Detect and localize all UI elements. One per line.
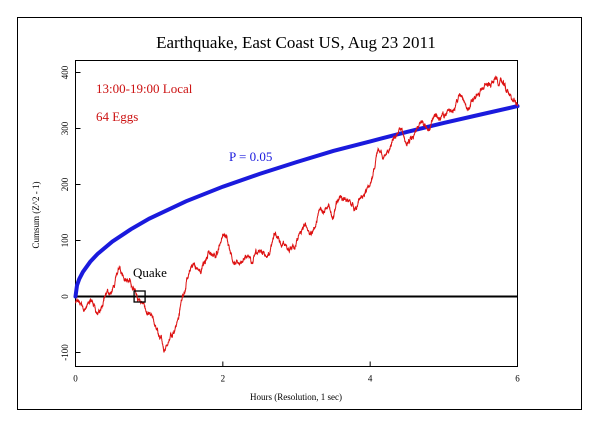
x-tick-label: 2 (221, 374, 226, 384)
annotation-quake: Quake (133, 265, 167, 280)
annotation-eggs: 64 Eggs (96, 109, 138, 124)
x-tick-label: 6 (515, 374, 520, 384)
plot-area (75, 60, 518, 367)
x-tick-label: 4 (368, 374, 373, 384)
x-axis-ticks: 0 2 4 6 (73, 361, 520, 384)
y-tick-label: -100 (60, 344, 70, 361)
x-tick-label: 0 (73, 374, 78, 384)
y-tick-label: 200 (60, 177, 70, 191)
y-tick-label: 300 (60, 121, 70, 135)
y-tick-label: 100 (60, 233, 70, 247)
outer-frame (17, 17, 582, 410)
y-tick-label: 400 (60, 65, 70, 79)
annotation-time-range: 13:00-19:00 Local (96, 81, 193, 96)
y-tick-label: 0 (60, 294, 70, 299)
series-line-significance (73, 104, 520, 299)
annotation-significance: P = 0.05 (229, 149, 272, 164)
quake-marker (133, 290, 146, 303)
x-axis-label: Hours (Resolution, 1 sec) (250, 392, 342, 402)
chart-title: Earthquake, East Coast US, Aug 23 2011 (156, 33, 436, 52)
series-line-cumsum (75, 75, 518, 353)
y-axis-label: Cumsum (Z^2 - 1) (31, 182, 41, 249)
